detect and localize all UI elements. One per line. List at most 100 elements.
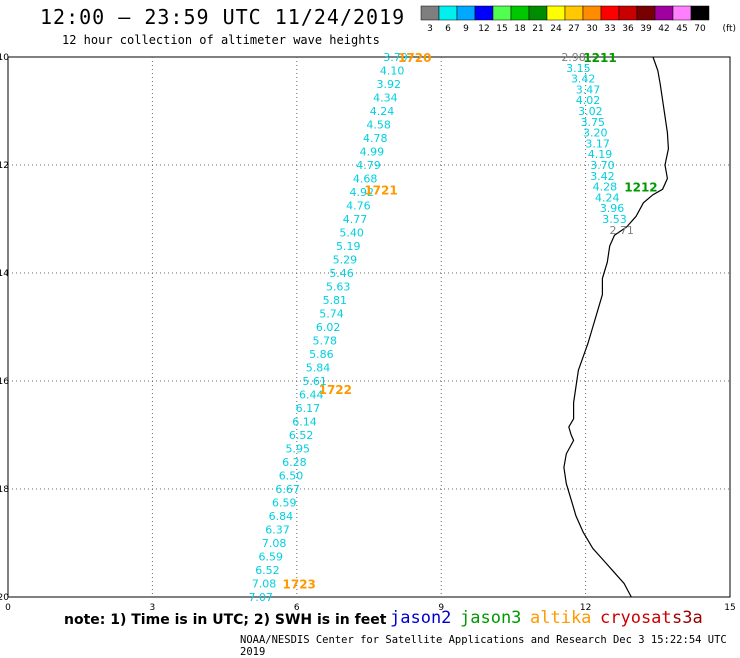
wave-height-point: 5.29 xyxy=(333,254,358,267)
wave-height-point: 6.84 xyxy=(269,510,294,523)
pass-time-label: 1211 xyxy=(583,51,616,65)
x-tick-label: 15 xyxy=(724,603,735,613)
y-tick-label: -16 xyxy=(0,377,9,387)
footer-credit: NOAA/NESDIS Center for Satellite Applica… xyxy=(240,634,727,658)
wave-height-point: 4.19 xyxy=(588,148,613,161)
colorbar-swatch xyxy=(546,5,566,21)
wave-height-point: 6.17 xyxy=(296,402,321,415)
wave-height-point: 5.81 xyxy=(323,294,348,307)
colorbar-swatch xyxy=(600,5,620,21)
wave-height-point: 3.96 xyxy=(600,202,625,215)
wave-height-point: 4.28 xyxy=(593,181,618,194)
wave-height-point: 5.63 xyxy=(326,281,351,294)
pass-time-label: 1723 xyxy=(283,578,316,592)
wave-height-point: 5.46 xyxy=(329,267,354,280)
wave-height-point: 3.47 xyxy=(576,83,601,96)
wave-height-point: 6.52 xyxy=(255,564,280,577)
wave-height-point: 3.42 xyxy=(590,170,615,183)
wave-height-point: 5.61 xyxy=(302,375,327,388)
wave-height-point: 6.67 xyxy=(275,483,300,496)
wave-height-point: 2.98 xyxy=(561,51,586,64)
x-tick-label: 9 xyxy=(438,603,444,613)
wave-height-point: 4.77 xyxy=(343,213,368,226)
satellite-legend-s3a: s3a xyxy=(672,608,703,628)
wave-height-point: 6.44 xyxy=(299,389,324,402)
wave-height-point: 4.10 xyxy=(380,65,405,78)
colorbar-label: 30 xyxy=(586,24,598,34)
wave-height-point: 4.76 xyxy=(346,200,371,213)
y-tick-label: -12 xyxy=(0,161,9,171)
y-tick-label: -10 xyxy=(0,53,9,63)
wave-height-point: 3.20 xyxy=(583,127,608,140)
pass-time-label: 1720 xyxy=(398,51,431,65)
colorbar-label: 36 xyxy=(622,24,634,34)
wave-height-point: 3.75 xyxy=(581,116,606,129)
wave-height-point: 7.08 xyxy=(252,578,277,591)
wave-height-point: 5.84 xyxy=(306,362,331,375)
colorbar-swatch xyxy=(456,5,476,21)
wave-height-point: 6.59 xyxy=(272,497,297,510)
colorbar-label: 6 xyxy=(445,24,451,34)
wave-height-point: 4.78 xyxy=(363,132,388,145)
colorbar-swatch xyxy=(510,5,530,21)
x-tick-label: 12 xyxy=(580,603,591,613)
wave-height-point: 4.99 xyxy=(360,146,385,159)
colorbar-label: 39 xyxy=(640,24,652,34)
colorbar-unit-label: (ft) xyxy=(722,24,736,34)
wave-height-point: 4.24 xyxy=(370,105,395,118)
satellite-legend-jason2: jason2 xyxy=(390,608,452,628)
coastline xyxy=(563,56,670,598)
wave-height-point: 2.71 xyxy=(609,224,634,237)
colorbar-swatch xyxy=(420,5,440,21)
colorbar-swatch xyxy=(672,5,692,21)
pass-time-label: 1722 xyxy=(319,383,352,397)
colorbar-label: 15 xyxy=(496,24,507,34)
colorbar-swatch xyxy=(492,5,512,21)
wave-height-point: 5.19 xyxy=(336,240,361,253)
colorbar-label: 21 xyxy=(532,24,543,34)
wave-height-point: 3.92 xyxy=(376,78,401,91)
colorbar-label: 3 xyxy=(427,24,433,34)
pass-time-label: 1721 xyxy=(364,183,397,197)
wave-height-point: 3.42 xyxy=(571,73,596,86)
wave-height-point: 3.79 xyxy=(383,51,408,64)
x-tick-label: 6 xyxy=(294,603,300,613)
wave-height-point: 6.50 xyxy=(279,470,304,483)
wave-height-point: 6.28 xyxy=(282,456,307,469)
pass-time-label: 1212 xyxy=(624,181,657,195)
colorbar-label: 12 xyxy=(478,24,489,34)
colorbar-label: 70 xyxy=(694,24,706,34)
colorbar-swatch xyxy=(690,5,710,21)
satellite-legend-cryosat: cryosat xyxy=(600,608,672,628)
wave-height-point: 6.59 xyxy=(259,551,284,564)
wave-height-point: 7.07 xyxy=(248,591,273,604)
colorbar-swatch xyxy=(636,5,656,21)
wave-height-point: 5.95 xyxy=(286,443,311,456)
wave-height-point: 3.70 xyxy=(590,159,615,172)
colorbar-label: 24 xyxy=(550,24,562,34)
wave-height-point: 4.79 xyxy=(356,159,381,172)
wave-height-point: 4.02 xyxy=(576,94,601,107)
colorbar-swatch xyxy=(654,5,674,21)
x-tick-label: 0 xyxy=(5,603,11,613)
plot-frame xyxy=(7,56,731,598)
colorbar-swatch xyxy=(564,5,584,21)
y-tick-label: -18 xyxy=(0,485,9,495)
colorbar-label: 18 xyxy=(514,24,526,34)
colorbar-label: 33 xyxy=(604,24,615,34)
colorbar-label: 42 xyxy=(658,24,669,34)
y-tick-label: -20 xyxy=(0,593,9,603)
footer-note: note: 1) Time is in UTC; 2) SWH is in fe… xyxy=(64,612,387,628)
wave-height-point: 5.74 xyxy=(319,308,344,321)
satellite-legend-jason3: jason3 xyxy=(460,608,522,628)
colorbar-swatch xyxy=(618,5,638,21)
colorbar-swatch xyxy=(474,5,494,21)
wave-height-point: 5.86 xyxy=(309,348,334,361)
wave-height-point: 6.14 xyxy=(292,416,317,429)
wave-height-point: 4.92 xyxy=(350,186,375,199)
colorbar-swatch xyxy=(582,5,602,21)
wave-height-point: 3.17 xyxy=(585,137,610,150)
wave-height-point: 4.24 xyxy=(595,191,620,204)
